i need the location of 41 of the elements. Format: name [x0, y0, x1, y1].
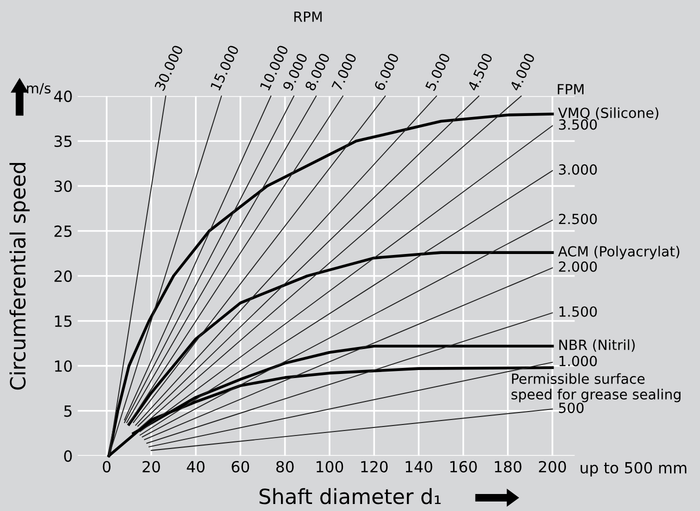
y-tick-label: 10: [55, 360, 72, 372]
y-tick-label: 5: [64, 406, 72, 417]
series-label: NBR (Nitril): [559, 339, 635, 352]
y-axis-title: Circumferential speed: [10, 162, 30, 390]
series-label: 1.500: [559, 306, 597, 317]
x-tick-label: 80: [276, 460, 294, 472]
x-tick-label: 100: [316, 460, 344, 472]
text: RPM: [294, 12, 322, 22]
series-label: 1.000: [559, 356, 597, 366]
x-tick-label: 120: [361, 460, 388, 472]
text: 8.000: [304, 52, 330, 92]
text: 4.000: [510, 52, 536, 92]
y-tick-label: 20: [54, 270, 72, 282]
text: m/s: [27, 83, 51, 95]
x-tick-label: 60: [232, 460, 250, 472]
series-label: ACM (Polyacrylat): [558, 246, 680, 260]
text: 6.000: [374, 52, 400, 92]
x-tick-label: 0: [102, 460, 111, 472]
y-tick-label: 35: [54, 136, 72, 148]
x-tick-label: 40: [186, 460, 205, 472]
y-tick-label: 30: [54, 180, 72, 192]
x-tick-label: 140: [406, 460, 432, 472]
series-label: Permissible surface speed for grease sealing: [512, 373, 680, 402]
series-label: 3.000: [559, 164, 597, 175]
text: up to 500 mm: [580, 462, 686, 476]
series-label: 3.500: [559, 119, 597, 130]
series-label: 2.500: [558, 214, 597, 224]
text: FPM: [558, 84, 584, 94]
x-tick-label: 20: [142, 460, 160, 472]
y-tick-label: 25: [54, 225, 72, 237]
text: 4.500: [467, 52, 493, 92]
x-tick-label: 200: [538, 460, 566, 472]
x-tick-label: 160: [450, 460, 477, 472]
x-tick-label: 180: [494, 460, 522, 472]
series-label: 2.000: [558, 261, 597, 272]
y-tick-label: 15: [55, 316, 72, 327]
series-label: 500: [559, 402, 584, 414]
x-axis-title: Shaft diameter d₁: [260, 488, 441, 504]
series-label: VMQ (Silicone): [558, 107, 658, 120]
y-tick-label: 40: [54, 90, 72, 102]
y-tick-label: 0: [64, 450, 72, 462]
